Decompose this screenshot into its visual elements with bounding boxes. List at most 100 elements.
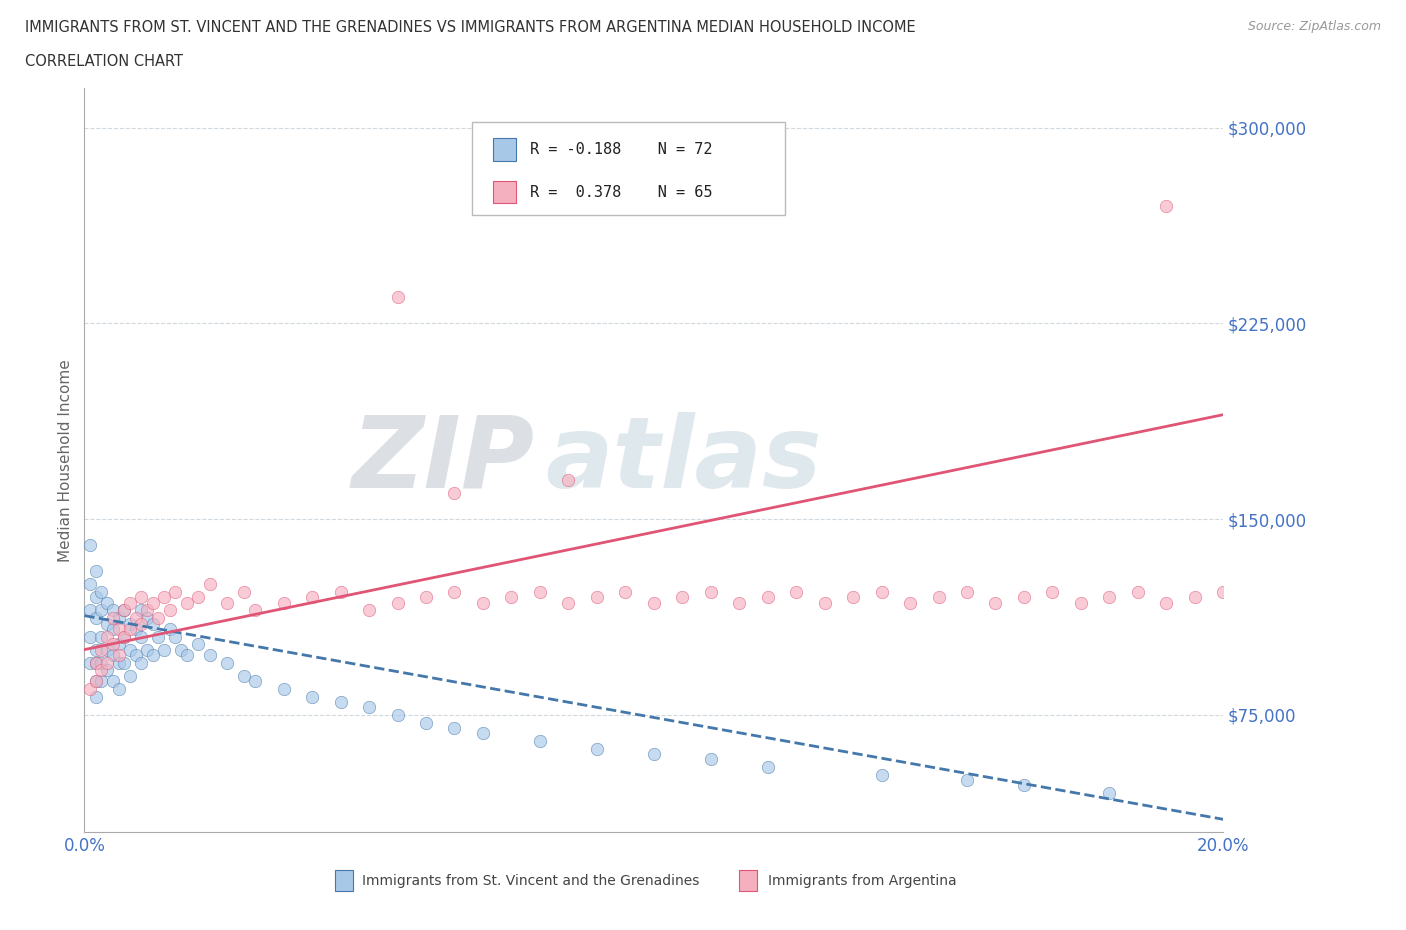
Text: atlas: atlas: [546, 412, 823, 509]
Point: [443, 585, 465, 600]
Point: [96, 629, 118, 644]
Point: [107, 682, 129, 697]
Point: [131, 656, 153, 671]
Point: [728, 595, 751, 610]
Point: [142, 595, 165, 610]
Point: [643, 595, 665, 610]
Point: [387, 595, 409, 610]
Point: [529, 585, 551, 600]
Point: [215, 595, 238, 610]
Point: [84, 590, 107, 604]
Point: [176, 647, 198, 662]
Point: [96, 595, 118, 610]
Point: [131, 629, 153, 644]
Point: [112, 603, 135, 618]
Point: [165, 629, 187, 644]
Text: Immigrants from St. Vincent and the Grenadines: Immigrants from St. Vincent and the Gren…: [363, 873, 700, 888]
Point: [79, 577, 101, 591]
Point: [107, 647, 129, 662]
Point: [387, 290, 409, 305]
Point: [96, 656, 118, 671]
Point: [700, 751, 723, 766]
Bar: [335, 870, 353, 891]
Point: [153, 643, 176, 658]
Point: [84, 611, 107, 626]
Text: Source: ZipAtlas.com: Source: ZipAtlas.com: [1247, 20, 1381, 33]
Point: [472, 725, 495, 740]
Point: [131, 603, 153, 618]
Point: [1098, 590, 1121, 604]
Point: [501, 590, 523, 604]
Point: [148, 611, 170, 626]
Point: [142, 616, 165, 631]
Point: [96, 663, 118, 678]
Point: [84, 689, 107, 704]
Y-axis label: Median Household Income: Median Household Income: [58, 359, 73, 562]
Point: [101, 621, 124, 636]
Point: [131, 590, 153, 604]
Point: [814, 595, 837, 610]
Point: [79, 629, 101, 644]
Bar: [740, 870, 758, 891]
Point: [443, 721, 465, 736]
Point: [90, 643, 112, 658]
Point: [90, 585, 112, 600]
Point: [124, 621, 146, 636]
Point: [118, 621, 141, 636]
Point: [136, 611, 159, 626]
Point: [245, 673, 267, 688]
Point: [159, 603, 181, 618]
Point: [1212, 585, 1234, 600]
Point: [153, 590, 176, 604]
Point: [170, 643, 193, 658]
Point: [136, 603, 159, 618]
Point: [232, 585, 254, 600]
Point: [215, 656, 238, 671]
Point: [131, 616, 153, 631]
Point: [415, 590, 437, 604]
Text: R = -0.188    N = 72: R = -0.188 N = 72: [530, 142, 713, 157]
Bar: [494, 139, 516, 161]
Point: [107, 611, 129, 626]
Point: [118, 643, 141, 658]
Point: [329, 585, 352, 600]
Point: [586, 590, 609, 604]
Point: [112, 629, 135, 644]
Point: [359, 699, 381, 714]
Point: [198, 577, 221, 591]
Point: [124, 611, 146, 626]
Point: [671, 590, 693, 604]
Point: [472, 595, 495, 610]
Point: [870, 585, 893, 600]
Point: [90, 656, 112, 671]
Point: [187, 637, 209, 652]
Point: [79, 656, 101, 671]
Point: [1042, 585, 1064, 600]
Point: [107, 637, 129, 652]
Point: [142, 647, 165, 662]
Point: [301, 590, 323, 604]
Point: [84, 673, 107, 688]
Point: [90, 603, 112, 618]
Point: [79, 538, 101, 552]
Point: [101, 603, 124, 618]
Point: [1070, 595, 1092, 610]
Point: [756, 760, 779, 775]
Point: [112, 656, 135, 671]
Point: [118, 595, 141, 610]
Point: [159, 621, 181, 636]
Point: [956, 585, 979, 600]
Point: [136, 643, 159, 658]
Point: [112, 603, 135, 618]
Point: [956, 773, 979, 788]
Point: [176, 595, 198, 610]
Point: [898, 595, 921, 610]
Point: [90, 663, 112, 678]
Point: [101, 673, 124, 688]
Point: [101, 637, 124, 652]
Point: [84, 643, 107, 658]
Point: [107, 621, 129, 636]
Point: [928, 590, 950, 604]
Point: [586, 741, 609, 756]
Point: [359, 603, 381, 618]
